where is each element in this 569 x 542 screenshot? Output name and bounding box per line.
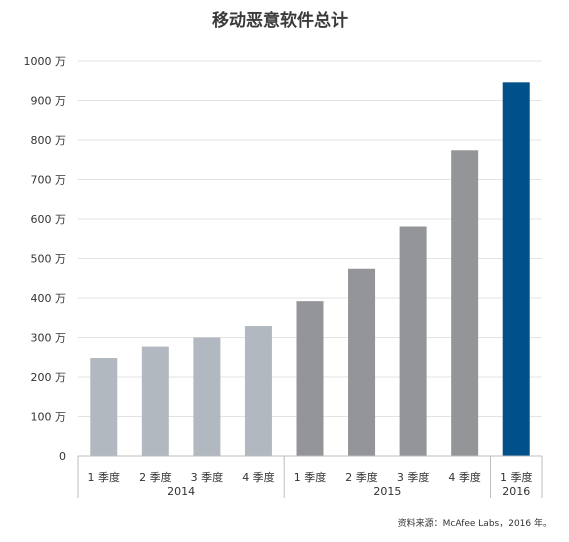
x-group-label: 2016 xyxy=(502,485,530,498)
bar xyxy=(451,150,479,456)
x-tick-label: 4 季度 xyxy=(448,470,481,484)
y-tick-label: 800 万 xyxy=(31,134,67,147)
x-tick-label: 4 季度 xyxy=(242,470,275,484)
y-tick-label: 300 万 xyxy=(31,332,67,345)
x-tick-label: 1 季度 xyxy=(294,470,327,484)
bar xyxy=(141,346,169,456)
y-tick-label: 500 万 xyxy=(31,253,67,266)
bar xyxy=(348,268,376,456)
x-group-label: 2015 xyxy=(373,485,401,498)
chart-title: 移动恶意软件总计 xyxy=(212,10,348,31)
x-tick-label: 3 季度 xyxy=(397,470,430,484)
y-tick-label: 700 万 xyxy=(31,174,67,187)
x-tick-label: 1 季度 xyxy=(500,470,533,484)
bar xyxy=(193,337,221,456)
y-tick-label: 400 万 xyxy=(31,292,67,305)
y-tick-label: 100 万 xyxy=(31,411,67,424)
bars xyxy=(90,82,530,456)
x-tick-label: 1 季度 xyxy=(88,470,121,484)
y-axis-ticks: 0 100 万 200 万 300 万 400 万 500 万 600 万 700 万 800 … xyxy=(24,55,67,463)
x-tick-label: 2 季度 xyxy=(139,470,172,484)
bar xyxy=(296,301,324,456)
x-tick-label: 3 季度 xyxy=(191,470,224,484)
source-note: 资料来源：McAfee Labs，2016 年。 xyxy=(398,517,552,529)
x-tick-label: 2 季度 xyxy=(345,470,378,484)
bar xyxy=(502,82,530,456)
bar xyxy=(90,358,118,456)
y-tick-label: 200 万 xyxy=(31,371,67,384)
bar xyxy=(399,226,427,456)
y-tick-label: 0 xyxy=(59,450,66,463)
y-tick-label: 600 万 xyxy=(31,213,67,226)
bar xyxy=(244,326,272,456)
y-tick-label: 900 万 xyxy=(31,95,67,108)
y-tick-label: 1000 万 xyxy=(24,55,67,68)
x-axis: 1 季度 2 季度 3 季度 4 季度 1 季度 2 季度 3 季度 4 季度 1 季度 2014… xyxy=(77,455,543,498)
x-group-label: 2014 xyxy=(167,485,195,498)
